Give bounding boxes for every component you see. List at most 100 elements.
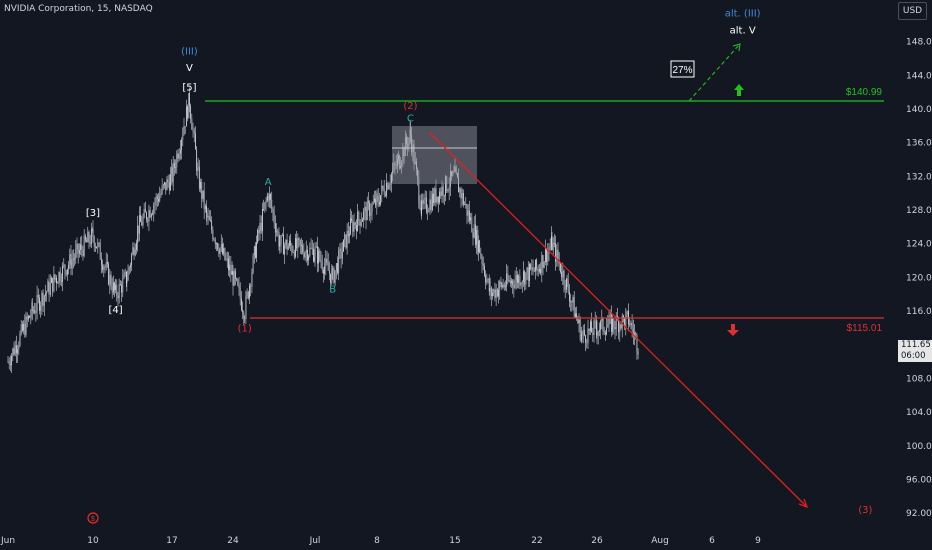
- bearish-projection-line[interactable]: [428, 131, 807, 507]
- candle-body: [191, 118, 193, 130]
- candle-body: [401, 162, 403, 166]
- candle-body: [188, 93, 190, 119]
- candle-body: [141, 221, 143, 226]
- candle-body: [127, 269, 129, 281]
- candle-body: [228, 258, 229, 271]
- wave-label: alt. (III): [725, 8, 761, 19]
- candle-body: [124, 272, 126, 275]
- candle-body: [362, 219, 363, 222]
- candle-body: [332, 268, 334, 271]
- candle-body: [108, 263, 109, 285]
- candle-body: [99, 242, 101, 260]
- candle-body: [532, 267, 534, 272]
- y-tick-label: 148.00: [906, 38, 932, 48]
- candle-body: [35, 310, 37, 314]
- candle-body: [533, 271, 535, 272]
- candle-body: [272, 208, 274, 213]
- candle-body: [317, 246, 318, 264]
- candle-body: [155, 196, 157, 203]
- candle-body: [585, 335, 586, 343]
- candle-body: [624, 317, 625, 328]
- candle-body: [92, 229, 94, 237]
- candle-body: [536, 268, 538, 270]
- candle-body: [174, 162, 175, 168]
- candle-body: [388, 185, 390, 190]
- candle-body: [515, 274, 517, 281]
- x-tick-label: 26: [591, 536, 603, 546]
- candle-body: [625, 314, 627, 328]
- x-tick-label: Jul: [309, 536, 321, 546]
- candle-body: [448, 186, 450, 191]
- candle-body: [445, 176, 446, 196]
- candle-body: [293, 251, 295, 257]
- x-tick-label: Aug: [651, 536, 669, 546]
- candle-body: [632, 329, 634, 336]
- candle-body: [295, 238, 296, 257]
- candle-body: [581, 334, 582, 340]
- candle-body: [493, 289, 495, 293]
- candle-body: [552, 243, 554, 250]
- candle-body: [416, 161, 417, 169]
- candle-body: [39, 297, 40, 311]
- candle-body: [223, 248, 225, 254]
- candle-body: [95, 246, 96, 248]
- candle-body: [488, 278, 490, 292]
- candle-body: [263, 209, 265, 210]
- candle-body: [455, 166, 457, 174]
- wave-label: A: [265, 177, 272, 188]
- candle-body: [202, 190, 204, 199]
- candle-body: [442, 186, 444, 197]
- candle-body: [427, 211, 428, 213]
- candle-body: [418, 178, 420, 202]
- candle-body: [196, 149, 198, 171]
- candle-body: [482, 263, 484, 267]
- candle-body: [142, 217, 144, 226]
- candle-body: [162, 184, 164, 186]
- candle-body: [198, 166, 200, 189]
- bullish-projection-line[interactable]: [688, 44, 740, 102]
- candle-body: [517, 274, 518, 283]
- candle-body: [220, 244, 222, 249]
- candle-body: [217, 243, 219, 250]
- candle-body: [116, 284, 118, 296]
- candle-body: [299, 239, 301, 246]
- currency-button[interactable]: USD: [898, 2, 927, 20]
- x-tick-label: 6: [709, 536, 715, 546]
- candle-body: [410, 129, 411, 135]
- candle-body: [122, 278, 124, 293]
- candle-body: [242, 309, 243, 313]
- candle-body: [315, 246, 317, 248]
- candle-body: [573, 297, 575, 317]
- candle-body: [36, 294, 38, 311]
- candle-body: [500, 281, 502, 284]
- candle-body: [577, 318, 579, 324]
- candle-body: [152, 213, 153, 215]
- candle-body: [42, 292, 44, 307]
- y-tick-label: 124.00: [906, 240, 932, 250]
- candle-body: [63, 264, 65, 266]
- candle-body: [246, 291, 248, 297]
- candle-body: [292, 251, 294, 253]
- candle-body: [406, 137, 407, 144]
- candle-body: [45, 293, 46, 296]
- x-tick-label: 22: [531, 536, 542, 546]
- earnings-marker-icon[interactable]: [87, 512, 99, 524]
- candle-body: [602, 317, 604, 332]
- candle-body: [178, 153, 180, 159]
- candle-body: [324, 266, 325, 274]
- candle-body: [72, 258, 74, 260]
- candle-body: [369, 202, 371, 216]
- candle-body: [92, 228, 93, 230]
- candle-body: [109, 274, 111, 285]
- candle-body: [619, 324, 621, 333]
- candle-body: [307, 249, 308, 261]
- candle-body: [308, 255, 310, 261]
- candle-body: [250, 285, 252, 287]
- candle-body: [144, 208, 146, 213]
- candle-body: [52, 277, 54, 292]
- candle-body: [357, 211, 359, 232]
- candle-body: [19, 333, 21, 346]
- candle-body: [167, 179, 169, 183]
- candle-body: [190, 106, 192, 119]
